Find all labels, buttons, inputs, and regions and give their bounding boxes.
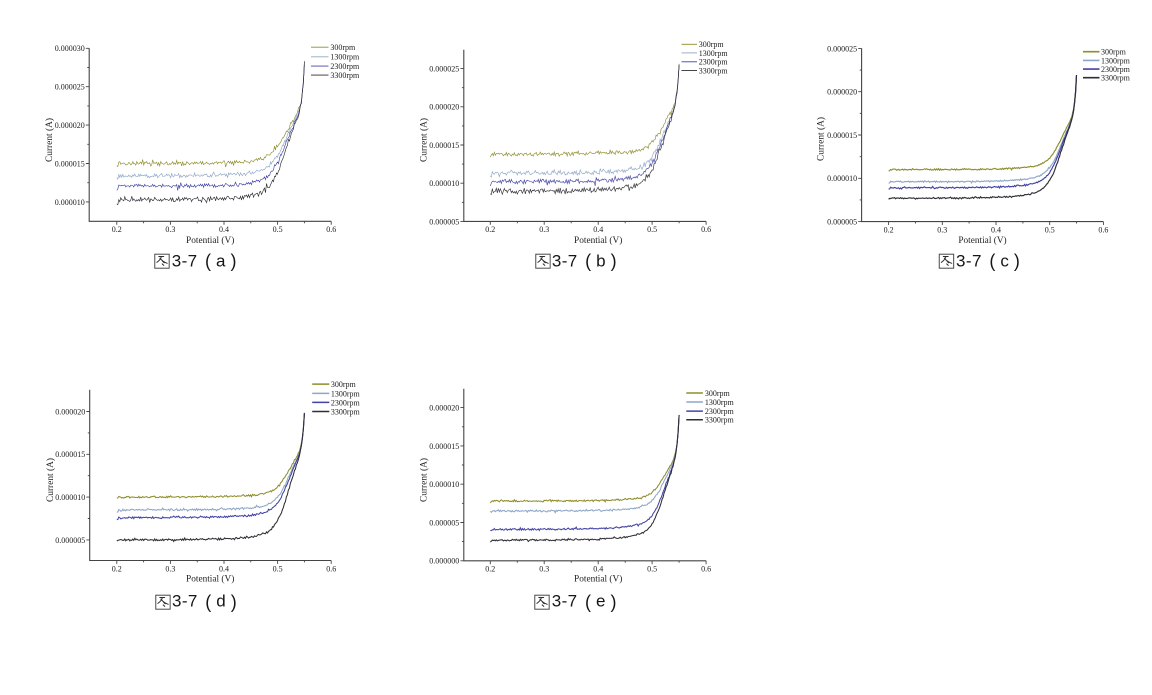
svg-text:0.5: 0.5 bbox=[273, 225, 283, 234]
svg-text:0.3: 0.3 bbox=[539, 565, 549, 574]
svg-text:Potential (V): Potential (V) bbox=[574, 235, 622, 246]
svg-text:0.5: 0.5 bbox=[647, 565, 657, 574]
svg-text:0.000030: 0.000030 bbox=[55, 44, 85, 53]
svg-text:0.000025: 0.000025 bbox=[55, 83, 85, 92]
svg-text:0.000000: 0.000000 bbox=[429, 557, 459, 566]
svg-text:0.000020: 0.000020 bbox=[55, 407, 85, 416]
svg-text:Potential (V): Potential (V) bbox=[958, 235, 1006, 246]
svg-text:1300rpm: 1300rpm bbox=[705, 398, 735, 407]
svg-text:0.000020: 0.000020 bbox=[827, 88, 857, 97]
svg-text:3300rpm: 3300rpm bbox=[331, 407, 361, 416]
svg-text:2300rpm: 2300rpm bbox=[330, 62, 360, 71]
svg-text:Current (A): Current (A) bbox=[45, 458, 56, 502]
svg-text:0.000010: 0.000010 bbox=[429, 179, 459, 188]
svg-text:0.000005: 0.000005 bbox=[429, 518, 459, 527]
svg-text:3300rpm: 3300rpm bbox=[699, 66, 729, 75]
svg-text:1300rpm: 1300rpm bbox=[699, 49, 729, 58]
svg-text:0.000005: 0.000005 bbox=[55, 536, 85, 545]
svg-text:0.4: 0.4 bbox=[593, 225, 603, 234]
svg-text:0.5: 0.5 bbox=[647, 225, 657, 234]
svg-text:0.2: 0.2 bbox=[485, 225, 495, 234]
svg-text:300rpm: 300rpm bbox=[1101, 48, 1127, 57]
svg-text:3300rpm: 3300rpm bbox=[1101, 74, 1131, 83]
svg-text:0.000010: 0.000010 bbox=[55, 198, 85, 207]
svg-text:2300rpm: 2300rpm bbox=[699, 58, 729, 67]
svg-text:0.000010: 0.000010 bbox=[55, 493, 85, 502]
svg-text:0.4: 0.4 bbox=[991, 225, 1001, 234]
svg-text:0.000015: 0.000015 bbox=[429, 442, 459, 451]
svg-text:Current (A): Current (A) bbox=[816, 117, 827, 161]
svg-text:0.2: 0.2 bbox=[112, 225, 122, 234]
svg-text:Potential (V): Potential (V) bbox=[574, 574, 622, 585]
svg-text:0.000015: 0.000015 bbox=[827, 131, 857, 140]
svg-text:0.4: 0.4 bbox=[219, 564, 229, 573]
svg-text:0.5: 0.5 bbox=[1045, 225, 1055, 234]
svg-text:1300rpm: 1300rpm bbox=[331, 389, 361, 398]
svg-text:300rpm: 300rpm bbox=[699, 40, 725, 49]
svg-text:0.2: 0.2 bbox=[485, 565, 495, 574]
svg-text:0.5: 0.5 bbox=[273, 564, 283, 573]
svg-text:0.4: 0.4 bbox=[593, 565, 603, 574]
svg-text:0.6: 0.6 bbox=[701, 565, 711, 574]
svg-text:0.000010: 0.000010 bbox=[827, 174, 857, 183]
svg-text:2300rpm: 2300rpm bbox=[331, 398, 361, 407]
svg-text:0.4: 0.4 bbox=[219, 225, 229, 234]
svg-text:0.3: 0.3 bbox=[165, 564, 175, 573]
svg-text:Current (A): Current (A) bbox=[44, 118, 55, 162]
svg-text:0.000005: 0.000005 bbox=[827, 218, 857, 227]
svg-text:0.2: 0.2 bbox=[112, 564, 122, 573]
svg-text:3300rpm: 3300rpm bbox=[330, 71, 360, 80]
svg-text:2300rpm: 2300rpm bbox=[705, 407, 735, 416]
svg-text:0.000025: 0.000025 bbox=[827, 44, 857, 53]
svg-text:0.000015: 0.000015 bbox=[429, 141, 459, 150]
svg-text:0.6: 0.6 bbox=[1098, 225, 1108, 234]
svg-text:1300rpm: 1300rpm bbox=[1101, 56, 1131, 65]
svg-text:0.6: 0.6 bbox=[701, 225, 711, 234]
svg-text:0.3: 0.3 bbox=[937, 225, 947, 234]
svg-text:Potential (V): Potential (V) bbox=[186, 574, 234, 585]
svg-text:3300rpm: 3300rpm bbox=[705, 416, 735, 425]
svg-text:0.000015: 0.000015 bbox=[55, 159, 85, 168]
svg-text:0.2: 0.2 bbox=[884, 225, 894, 234]
svg-text:300rpm: 300rpm bbox=[331, 380, 357, 389]
svg-text:0.000015: 0.000015 bbox=[55, 450, 85, 459]
svg-text:Potential (V): Potential (V) bbox=[186, 235, 234, 246]
svg-text:300rpm: 300rpm bbox=[330, 43, 356, 52]
svg-text:0.3: 0.3 bbox=[539, 225, 549, 234]
svg-text:0.3: 0.3 bbox=[165, 225, 175, 234]
svg-text:Current (A): Current (A) bbox=[418, 458, 429, 502]
svg-text:2300rpm: 2300rpm bbox=[1101, 65, 1131, 74]
svg-text:0.000020: 0.000020 bbox=[55, 121, 85, 130]
svg-text:0.000005: 0.000005 bbox=[429, 217, 459, 226]
svg-text:300rpm: 300rpm bbox=[705, 389, 731, 398]
svg-text:Current (A): Current (A) bbox=[418, 118, 429, 162]
svg-text:0.000020: 0.000020 bbox=[429, 103, 459, 112]
svg-text:0.000020: 0.000020 bbox=[429, 404, 459, 413]
svg-text:1300rpm: 1300rpm bbox=[330, 53, 360, 62]
svg-text:0.6: 0.6 bbox=[326, 225, 336, 234]
svg-text:0.6: 0.6 bbox=[326, 564, 336, 573]
svg-text:0.000025: 0.000025 bbox=[429, 65, 459, 74]
svg-text:0.000010: 0.000010 bbox=[429, 480, 459, 489]
